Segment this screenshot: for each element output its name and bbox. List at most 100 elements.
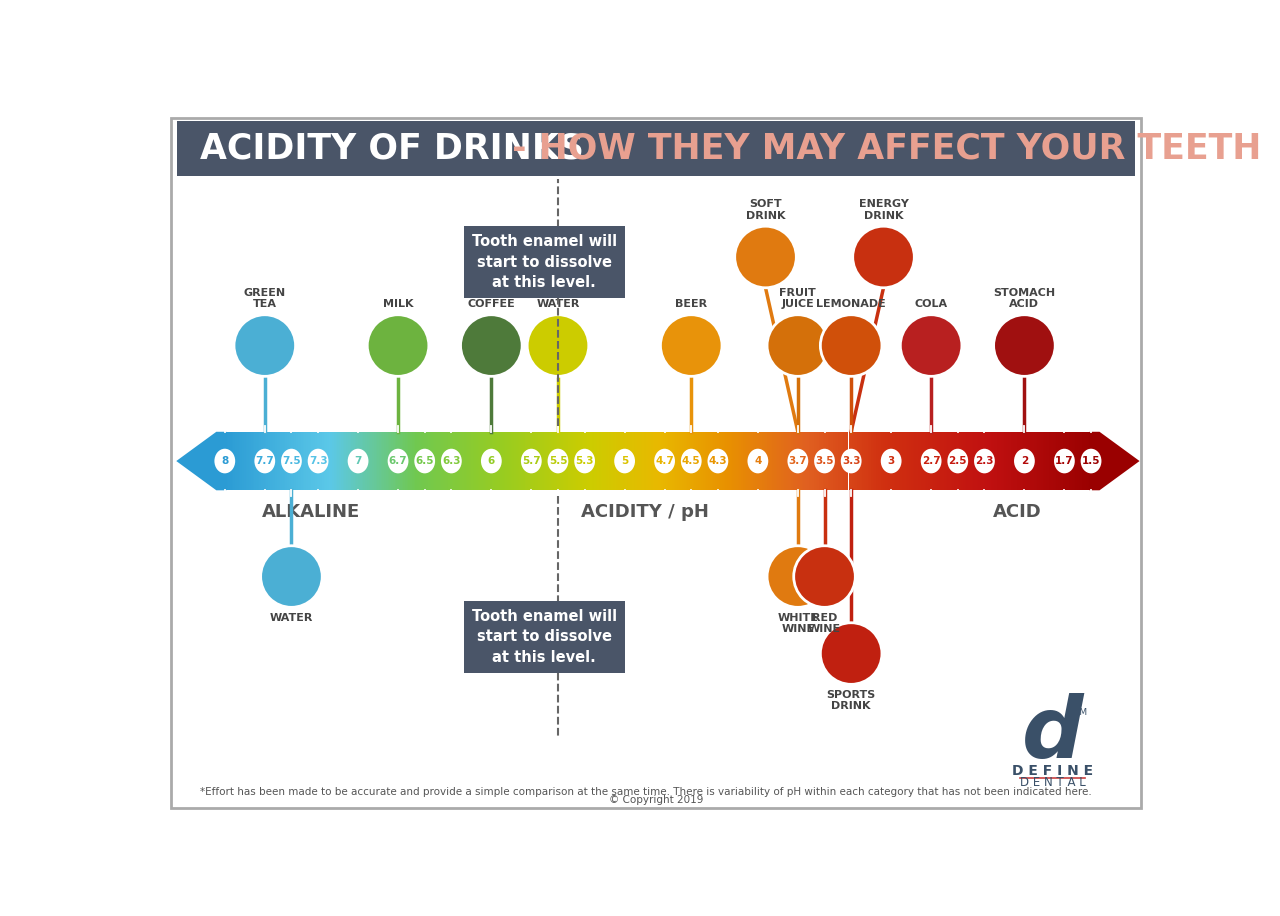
Bar bbox=[429, 431, 431, 490]
Bar bbox=[686, 431, 687, 490]
Ellipse shape bbox=[307, 449, 329, 474]
Bar bbox=[946, 431, 947, 490]
Ellipse shape bbox=[974, 449, 995, 474]
Bar bbox=[466, 431, 467, 490]
Bar bbox=[480, 431, 481, 490]
Bar bbox=[367, 431, 369, 490]
Text: 3.3: 3.3 bbox=[842, 456, 860, 466]
Bar bbox=[292, 431, 294, 490]
Bar bbox=[644, 431, 646, 490]
Bar bbox=[568, 431, 570, 490]
Bar bbox=[498, 431, 500, 490]
Bar bbox=[329, 431, 330, 490]
Bar bbox=[585, 431, 588, 490]
Bar bbox=[956, 431, 957, 490]
Bar bbox=[943, 431, 946, 490]
Bar bbox=[986, 431, 987, 490]
Bar bbox=[820, 431, 823, 490]
Text: 1.5: 1.5 bbox=[1082, 456, 1101, 466]
Bar bbox=[895, 431, 897, 490]
Text: FRUIT
JUICE: FRUIT JUICE bbox=[780, 288, 817, 310]
Bar bbox=[663, 431, 664, 490]
Bar bbox=[311, 431, 314, 490]
Bar bbox=[932, 431, 933, 490]
Bar bbox=[421, 431, 422, 490]
Text: WHITE
WINE: WHITE WINE bbox=[777, 613, 818, 635]
Bar bbox=[344, 431, 346, 490]
Bar bbox=[550, 431, 552, 490]
Ellipse shape bbox=[415, 449, 435, 474]
Bar bbox=[828, 431, 829, 490]
Bar bbox=[335, 431, 338, 490]
Bar bbox=[462, 431, 463, 490]
Bar bbox=[1061, 431, 1064, 490]
Bar bbox=[370, 431, 372, 490]
Bar bbox=[257, 431, 260, 490]
FancyArrow shape bbox=[1089, 431, 1139, 490]
Bar bbox=[933, 431, 936, 490]
Bar bbox=[392, 431, 393, 490]
Bar bbox=[1029, 431, 1030, 490]
Bar bbox=[1019, 431, 1020, 490]
Bar bbox=[468, 431, 471, 490]
Text: 4.7: 4.7 bbox=[655, 456, 675, 466]
Bar bbox=[477, 431, 480, 490]
Bar bbox=[1079, 431, 1080, 490]
Bar bbox=[888, 431, 890, 490]
Text: SOFT
DRINK: SOFT DRINK bbox=[746, 199, 785, 221]
Bar bbox=[873, 431, 874, 490]
Bar bbox=[442, 431, 443, 490]
Bar bbox=[485, 431, 486, 490]
Bar bbox=[305, 431, 306, 490]
Bar bbox=[835, 431, 836, 490]
Bar bbox=[810, 431, 812, 490]
Bar bbox=[748, 431, 750, 490]
Bar bbox=[782, 431, 785, 490]
Bar bbox=[261, 431, 262, 490]
Ellipse shape bbox=[388, 449, 408, 474]
Bar bbox=[539, 431, 540, 490]
Bar bbox=[640, 431, 643, 490]
Bar bbox=[236, 431, 237, 490]
Bar bbox=[703, 431, 705, 490]
Bar bbox=[684, 431, 686, 490]
Bar bbox=[854, 431, 855, 490]
Bar bbox=[177, 121, 1135, 176]
Bar bbox=[262, 431, 265, 490]
Bar bbox=[781, 431, 782, 490]
Bar bbox=[823, 431, 824, 490]
Bar bbox=[879, 431, 882, 490]
Bar bbox=[698, 431, 699, 490]
Bar bbox=[812, 431, 814, 490]
Bar bbox=[678, 431, 681, 490]
Bar bbox=[699, 431, 701, 490]
Bar bbox=[973, 431, 975, 490]
Bar bbox=[408, 431, 410, 490]
Text: MINERAL
WATER: MINERAL WATER bbox=[530, 288, 586, 310]
Bar bbox=[1074, 431, 1075, 490]
Bar bbox=[438, 431, 439, 490]
Bar bbox=[721, 431, 722, 490]
Bar bbox=[983, 431, 986, 490]
Text: BEER: BEER bbox=[675, 300, 708, 310]
Bar bbox=[343, 431, 344, 490]
Bar bbox=[1006, 431, 1007, 490]
Bar bbox=[878, 431, 879, 490]
Bar bbox=[654, 431, 657, 490]
Bar bbox=[603, 431, 604, 490]
Bar bbox=[228, 431, 230, 490]
Bar bbox=[799, 431, 800, 490]
Text: 7.7: 7.7 bbox=[256, 456, 274, 466]
Bar bbox=[556, 431, 558, 490]
Bar bbox=[618, 431, 620, 490]
Bar bbox=[360, 431, 362, 490]
Bar bbox=[1075, 431, 1078, 490]
Bar bbox=[509, 431, 511, 490]
Text: 1.7: 1.7 bbox=[1055, 456, 1074, 466]
Bar bbox=[300, 431, 301, 490]
Bar bbox=[960, 431, 961, 490]
Bar bbox=[1010, 431, 1011, 490]
Circle shape bbox=[261, 546, 323, 607]
Bar bbox=[1055, 431, 1056, 490]
Bar bbox=[552, 431, 554, 490]
